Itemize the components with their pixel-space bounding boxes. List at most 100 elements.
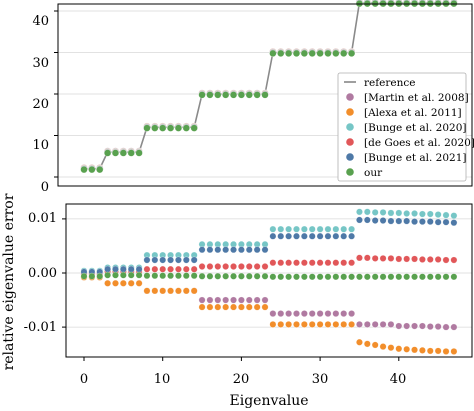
bottom-point [434, 256, 442, 263]
bottom-point [332, 310, 340, 317]
bottom-point [277, 225, 285, 233]
bottom-point [159, 272, 167, 280]
bottom-point [285, 225, 292, 233]
bottom-point [238, 246, 245, 254]
x-tick-label: 0 [80, 372, 88, 387]
bottom-point [214, 296, 222, 304]
bottom-point [127, 279, 135, 287]
bottom-point [403, 217, 411, 225]
bottom-point [182, 287, 190, 295]
bottom-point [356, 254, 363, 262]
bottom-point [269, 310, 277, 317]
bottom-point [348, 232, 355, 240]
bottom-point [206, 272, 214, 280]
bottom-point [371, 209, 379, 216]
bottom-point [293, 259, 300, 267]
bottom-point [277, 321, 285, 328]
top-point [229, 91, 238, 99]
top-point [111, 149, 120, 157]
bottom-point [135, 271, 143, 279]
bottom-point [324, 225, 332, 233]
bottom-point [379, 217, 387, 224]
top-point [222, 91, 230, 99]
top-point [214, 91, 222, 99]
legend: reference [Martin et al. 2008] [Alexa et… [337, 72, 474, 182]
bottom-point [238, 272, 245, 280]
bottom-point [206, 246, 214, 254]
bottom-point [363, 273, 371, 281]
bottom-point [332, 225, 340, 233]
top-point [127, 149, 135, 157]
bottom-point [253, 263, 261, 270]
bottom-point [395, 345, 403, 353]
bottom-tick-marks [62, 218, 400, 361]
bottom-point [316, 321, 324, 328]
bottom-point [151, 287, 159, 295]
bottom-point [269, 259, 277, 267]
legend-label-martin: [Martin et al. 2008] [364, 92, 469, 104]
bottom-point [426, 323, 434, 330]
top-point [143, 124, 151, 132]
bottom-point [143, 287, 151, 295]
bottom-point [245, 296, 253, 304]
bottom-point [301, 259, 308, 267]
top-point [324, 49, 332, 57]
bottom-point [442, 273, 450, 281]
bottom-point [324, 321, 332, 328]
bottom-point [426, 256, 434, 263]
legend-label-our: our [364, 167, 383, 179]
bottom-point [151, 272, 159, 280]
bottom-point [356, 338, 363, 346]
bottom-point [182, 256, 190, 264]
bottom-point [316, 310, 324, 317]
bottom-point [411, 322, 418, 330]
bottom-point [387, 217, 395, 225]
bottom-point [356, 273, 363, 281]
top-y-tick-marks [54, 10, 58, 178]
bottom-panel: 0.01 0.00 -0.01 0 10 20 30 40 Eigenvalue… [1, 193, 473, 409]
bottom-point [175, 272, 182, 280]
bottom-point [104, 271, 111, 279]
bottom-point [395, 255, 403, 263]
bottom-point [238, 296, 245, 304]
bottom-point [112, 271, 119, 279]
legend-swatch-our [346, 168, 354, 176]
bottom-point [253, 296, 261, 304]
bottom-point [371, 321, 379, 328]
bottom-point [363, 321, 371, 328]
bottom-point [332, 273, 340, 281]
bottom-point [434, 323, 442, 330]
bottom-point [379, 321, 387, 328]
top-point [80, 166, 88, 174]
bottom-point [411, 346, 418, 354]
bottom-point [340, 321, 348, 328]
bottom-point [293, 232, 300, 240]
bottom-point [285, 232, 292, 240]
bottom-point [293, 225, 300, 233]
bottom-point [230, 263, 237, 270]
bottom-point [308, 259, 316, 267]
top-point [332, 49, 340, 57]
bottom-point [340, 259, 348, 267]
bottom-point [403, 210, 411, 217]
top-y-tick-label: 20 [32, 97, 49, 112]
bottom-point [340, 310, 348, 317]
top-point [198, 91, 206, 99]
bottom-point [387, 344, 395, 352]
bottom-point [293, 321, 300, 328]
bottom-point [214, 272, 222, 280]
bottom-point [426, 273, 434, 281]
bottom-gridlines [66, 218, 472, 328]
bottom-point [269, 232, 277, 240]
bottom-point [371, 217, 379, 224]
top-point [348, 49, 356, 57]
top-point [190, 124, 198, 132]
bottom-point [167, 265, 174, 273]
top-point [167, 124, 175, 132]
bottom-point [348, 273, 355, 281]
bottom-point [167, 272, 174, 280]
bottom-point [426, 210, 434, 218]
bottom-point [143, 272, 151, 280]
bottom-point [222, 272, 230, 280]
bottom-point [411, 255, 418, 263]
